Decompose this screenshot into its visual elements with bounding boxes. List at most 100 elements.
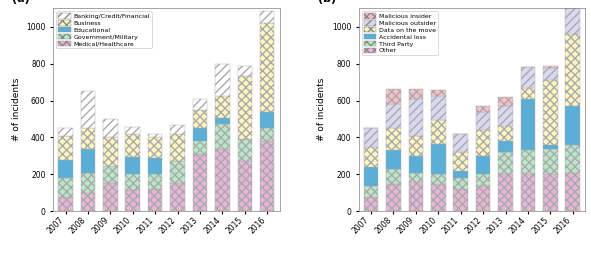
Bar [170, 134, 185, 160]
Bar [453, 178, 468, 189]
Bar [431, 184, 446, 211]
Bar [453, 152, 468, 171]
Text: (b): (b) [318, 0, 336, 4]
Bar [386, 104, 401, 128]
Bar [543, 68, 558, 80]
Bar [59, 128, 73, 136]
Bar [215, 96, 230, 118]
Bar [103, 119, 118, 137]
Bar [543, 149, 558, 175]
Bar [125, 127, 140, 134]
Bar [453, 189, 468, 211]
Bar [260, 23, 274, 112]
Bar [386, 89, 401, 104]
Bar [148, 134, 163, 137]
Bar [125, 190, 140, 211]
Bar [498, 106, 513, 126]
Bar [215, 64, 230, 96]
Bar [170, 183, 185, 211]
Bar [431, 90, 446, 96]
Bar [80, 149, 95, 173]
Bar [193, 99, 207, 110]
Bar [498, 141, 513, 152]
Bar [566, 173, 580, 211]
Bar [566, 0, 580, 34]
Bar [386, 128, 401, 150]
Bar [566, 34, 580, 106]
Bar [193, 141, 207, 154]
Bar [215, 124, 230, 150]
Bar [543, 145, 558, 149]
Y-axis label: # of incidents: # of incidents [317, 78, 326, 141]
Bar [431, 120, 446, 144]
Bar [476, 106, 491, 112]
Bar [103, 166, 118, 183]
Bar [170, 162, 185, 183]
Bar [364, 196, 378, 211]
Bar [386, 184, 401, 211]
Bar [521, 67, 535, 88]
Bar [148, 189, 163, 211]
Y-axis label: # of incidents: # of incidents [12, 78, 21, 141]
Bar [103, 137, 118, 166]
Bar [260, 128, 274, 141]
Bar [543, 175, 558, 211]
Bar [408, 182, 423, 211]
Bar [566, 145, 580, 173]
Bar [193, 154, 207, 211]
Bar [476, 186, 491, 211]
Bar [215, 118, 230, 124]
Bar [80, 173, 95, 193]
Bar [566, 106, 580, 145]
Bar [498, 152, 513, 175]
Bar [408, 173, 423, 182]
Bar [59, 136, 73, 160]
Bar [238, 162, 252, 211]
Bar [238, 139, 252, 162]
Bar [431, 175, 446, 184]
Bar [521, 175, 535, 211]
Bar [364, 186, 378, 196]
Bar [498, 175, 513, 211]
Bar [125, 173, 140, 190]
Bar [408, 99, 423, 136]
Bar [148, 137, 163, 158]
Bar [521, 99, 535, 150]
Bar [215, 150, 230, 211]
Bar [59, 160, 73, 178]
Bar [364, 167, 378, 186]
Bar [193, 110, 207, 128]
Bar [386, 150, 401, 169]
Bar [238, 66, 252, 76]
Bar [260, 112, 274, 128]
Bar [80, 91, 95, 128]
Bar [543, 66, 558, 68]
Bar [453, 171, 468, 178]
Bar [408, 136, 423, 156]
Bar [364, 128, 378, 147]
Bar [521, 88, 535, 99]
Legend: Banking/Credit/Financial, Business, Educational, Government/Military, Medical/He: Banking/Credit/Financial, Business, Educ… [56, 11, 151, 49]
Bar [476, 156, 491, 175]
Bar [431, 96, 446, 120]
Bar [80, 128, 95, 149]
Bar [260, 141, 274, 211]
Bar [498, 97, 513, 106]
Bar [170, 160, 185, 162]
Bar [103, 183, 118, 211]
Bar [125, 134, 140, 157]
Bar [59, 178, 73, 196]
Bar [453, 134, 468, 152]
Legend: Malicious insider, Malicious outsider, Data on the move, Accidental loss, Third : Malicious insider, Malicious outsider, D… [362, 11, 437, 55]
Bar [521, 150, 535, 175]
Bar [193, 128, 207, 141]
Bar [431, 144, 446, 175]
Bar [408, 89, 423, 99]
Bar [170, 125, 185, 134]
Bar [148, 175, 163, 189]
Bar [476, 112, 491, 130]
Bar [238, 76, 252, 139]
Bar [80, 193, 95, 211]
Bar [543, 80, 558, 145]
Text: (a): (a) [12, 0, 30, 4]
